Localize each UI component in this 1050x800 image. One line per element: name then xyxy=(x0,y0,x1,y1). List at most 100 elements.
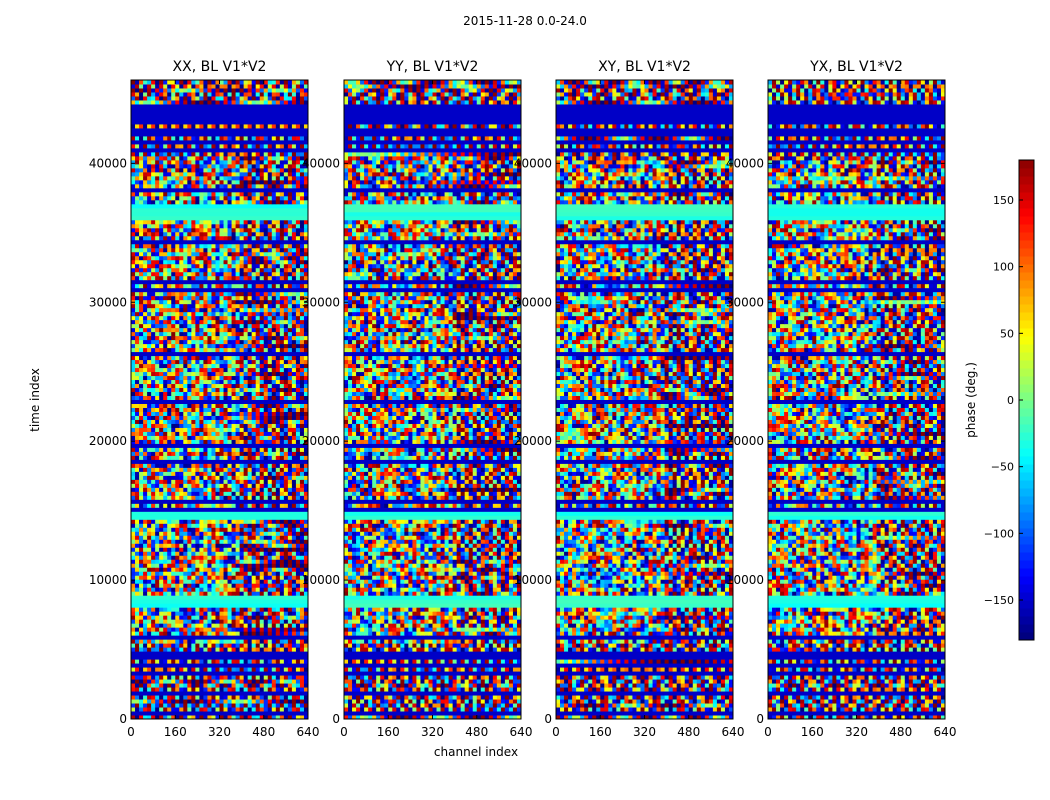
heatmap-cell xyxy=(203,567,208,571)
heatmap-cell xyxy=(183,627,188,631)
heatmap-cell xyxy=(276,527,281,531)
heatmap-cell xyxy=(244,659,249,663)
heatmap-cell xyxy=(252,631,257,635)
heatmap-cell xyxy=(215,707,220,711)
heatmap-cell xyxy=(272,679,277,683)
heatmap-cell xyxy=(167,535,172,539)
heatmap-cell xyxy=(203,639,208,643)
heatmap-cell xyxy=(207,567,212,571)
heatmap-cell xyxy=(220,679,225,683)
heatmap-cell xyxy=(207,687,212,691)
heatmap-cell xyxy=(264,527,269,531)
heatmap-cell xyxy=(284,607,289,611)
heatmap-cell xyxy=(292,579,297,583)
heatmap-cell xyxy=(143,679,148,683)
heatmap-cell xyxy=(203,683,208,687)
heatmap-cell xyxy=(268,527,273,531)
heatmap-cell xyxy=(228,679,233,683)
heatmap-cell xyxy=(260,539,265,543)
heatmap-cell xyxy=(220,539,225,543)
heatmap-cell xyxy=(252,575,257,579)
heatmap-cell xyxy=(147,687,152,691)
heatmap-cell xyxy=(187,643,192,647)
heatmap-cell xyxy=(211,687,216,691)
heatmap-cell xyxy=(268,679,273,683)
heatmap-cell xyxy=(139,623,144,627)
heatmap-cell xyxy=(171,607,176,611)
heatmap-cell xyxy=(228,631,233,635)
heatmap-cell xyxy=(139,667,144,671)
heatmap-cell xyxy=(163,535,168,539)
heatmap-cell xyxy=(236,703,241,707)
heatmap-cell xyxy=(232,583,237,587)
heatmap-cell xyxy=(248,527,253,531)
heatmap-cell xyxy=(260,547,265,551)
heatmap-cell xyxy=(151,619,156,623)
heatmap-cell xyxy=(167,555,172,559)
heatmap-cell xyxy=(256,579,261,583)
heatmap-cell xyxy=(159,679,164,683)
heatmap-cell xyxy=(224,699,229,703)
heatmap-cell xyxy=(135,551,140,555)
heatmap-cell xyxy=(276,551,281,555)
heatmap-cell xyxy=(143,547,148,551)
heatmap-cell xyxy=(195,543,200,547)
heatmap-cell xyxy=(175,555,180,559)
heatmap-cell xyxy=(296,679,301,683)
heatmap-cell xyxy=(183,707,188,711)
heatmap-cell xyxy=(163,623,168,627)
heatmap-cell xyxy=(147,659,152,663)
heatmap-cell xyxy=(191,667,196,671)
heatmap-cell xyxy=(167,687,172,691)
heatmap-cell xyxy=(167,707,172,711)
heatmap-cell xyxy=(183,695,188,699)
heatmap-cell xyxy=(232,623,237,627)
heatmap-cell xyxy=(228,707,233,711)
heatmap-cell xyxy=(240,559,245,563)
heatmap-cell xyxy=(139,551,144,555)
heatmap-cell xyxy=(175,543,180,547)
heatmap-cell xyxy=(240,551,245,555)
heatmap-cell xyxy=(215,531,220,535)
heatmap-cell xyxy=(131,615,136,619)
heatmap-cell xyxy=(244,531,249,535)
heatmap-cell xyxy=(260,623,265,627)
heatmap-cell xyxy=(268,639,273,643)
heatmap-cell xyxy=(159,587,164,591)
heatmap-cell xyxy=(296,631,301,635)
heatmap-cell xyxy=(143,591,148,595)
heatmap-cell xyxy=(264,547,269,551)
heatmap-cell xyxy=(280,679,285,683)
heatmap-cell xyxy=(224,591,229,595)
heatmap-cell xyxy=(240,683,245,687)
heatmap-cell xyxy=(288,667,293,671)
heatmap-cell xyxy=(236,627,241,631)
heatmap-cell xyxy=(268,699,273,703)
heatmap-cell xyxy=(187,675,192,679)
heatmap-cell xyxy=(268,687,273,691)
heatmap-cell xyxy=(207,683,212,687)
heatmap-cell xyxy=(264,587,269,591)
heatmap-cell xyxy=(268,667,273,671)
heatmap-cell xyxy=(131,611,136,615)
heatmap-cell xyxy=(143,707,148,711)
heatmap-cell xyxy=(272,659,277,663)
heatmap-cell xyxy=(195,631,200,635)
heatmap-cell xyxy=(143,535,148,539)
heatmap-cell xyxy=(163,611,168,615)
heatmap-cell xyxy=(135,695,140,699)
heatmap-cell xyxy=(228,563,233,567)
heatmap-cell xyxy=(151,707,156,711)
heatmap-cell xyxy=(215,695,220,699)
heatmap-cell xyxy=(155,627,160,631)
heatmap-cell xyxy=(131,527,136,531)
heatmap-cell xyxy=(292,683,297,687)
heatmap-cell xyxy=(195,707,200,711)
heatmap-cell xyxy=(228,591,233,595)
heatmap-cell xyxy=(260,683,265,687)
heatmap-cell xyxy=(159,659,164,663)
heatmap-cell xyxy=(248,631,253,635)
heatmap-cell xyxy=(240,623,245,627)
heatmap-cell xyxy=(296,703,301,707)
heatmap-cell xyxy=(280,707,285,711)
